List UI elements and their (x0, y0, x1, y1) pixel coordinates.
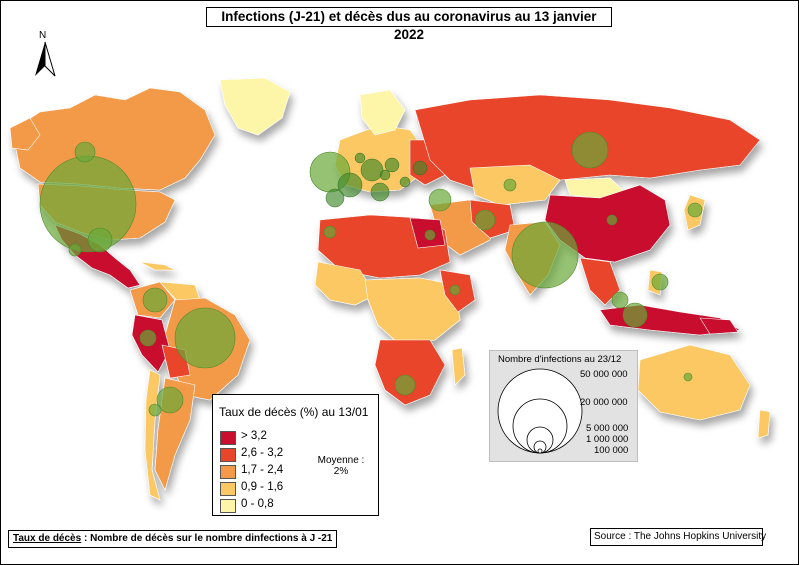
bubble-mexico (87, 227, 113, 253)
size-label-5: 100 000 (594, 445, 629, 456)
bubble-china (606, 214, 618, 226)
source-note: Source : The Johns Hopkins University (590, 528, 766, 546)
size-legend-circles (497, 368, 583, 454)
north-label: N (39, 30, 46, 41)
map-title: Infections (J-21) et décès dus au corona… (206, 7, 612, 42)
average-note: Moyenne : 2% (316, 455, 366, 477)
definition-note: Taux de décès : Nombre de décès sur le n… (8, 530, 338, 548)
country-madagascar (451, 347, 466, 386)
bubble-chile (148, 403, 162, 417)
legend-swatch (220, 465, 236, 479)
region-west-africa (314, 261, 376, 306)
bubble-germany (360, 158, 384, 182)
legend-swatch (220, 431, 236, 445)
bubble-egypt (424, 229, 436, 241)
size-label-1: 50 000 000 (580, 369, 628, 380)
country-chile (144, 369, 161, 501)
country-alaska (9, 117, 41, 151)
legend-label: 0 - 0,8 (241, 498, 274, 510)
bubble-canada (74, 141, 96, 163)
definition-term: Taux de décès (13, 533, 82, 544)
legend-swatch (220, 482, 236, 496)
bubble-spain (325, 188, 345, 208)
bubble-mexico-2 (68, 243, 82, 257)
bubble-morocco (323, 225, 337, 239)
legend-title: Taux de décès (%) au 13/01 (219, 405, 369, 419)
bubble-size-legend: Nombre d'infections au 23/12 50 000 000 … (489, 350, 638, 462)
bubble-ethiopia (449, 284, 461, 296)
bubble-indonesia (622, 302, 648, 328)
average-value: 2% (333, 466, 349, 477)
legend-label: > 3,2 (241, 430, 267, 442)
bubble-peru (139, 329, 157, 347)
bubble-italy (370, 182, 390, 202)
bubble-russia (571, 131, 609, 169)
bubble-france (337, 172, 363, 198)
bubble-argentina (156, 386, 184, 414)
country-scandinavia (359, 89, 406, 136)
size-legend-title: Nombre d'infections au 23/12 (498, 354, 622, 365)
bubble-south-africa (394, 374, 416, 396)
country-cuba (139, 261, 176, 271)
bubble-colombia (142, 287, 168, 313)
bubble-australia (683, 372, 693, 382)
bubble-turkey (428, 188, 452, 212)
country-greenland (219, 77, 291, 136)
bubble-malaysia (611, 291, 629, 309)
bubble-ukraine (412, 160, 428, 176)
legend-label: 0,9 - 1,6 (241, 481, 284, 493)
bubble-india (511, 221, 579, 289)
size-circle-100k (537, 448, 543, 454)
bubble-kazakhstan (503, 178, 517, 192)
bubble-iran (474, 209, 496, 231)
region-central-africa (364, 277, 461, 346)
north-arrow-icon: N (35, 30, 56, 77)
bubble-philippines (651, 273, 669, 291)
country-new-zealand (757, 409, 771, 439)
definition-text: : Nombre de décès sur le nombre dinfecti… (81, 533, 333, 544)
bubble-japan (687, 202, 703, 218)
legend-swatch (220, 448, 236, 462)
size-label-3: 5 000 000 (586, 423, 629, 434)
region-southern-africa (374, 339, 446, 406)
bubble-romania (399, 176, 411, 188)
country-australia (637, 344, 751, 421)
size-label-4: 1 000 000 (586, 434, 629, 445)
size-label-2: 20 000 000 (580, 397, 628, 408)
bubble-poland (384, 157, 400, 173)
legend-label: 1,7 - 2,4 (241, 464, 284, 476)
average-label: Moyenne : (317, 455, 365, 466)
bubble-brazil (174, 307, 236, 369)
color-legend: Taux de décès (%) au 13/01 > 3,2 2,6 - 3,… (212, 394, 379, 516)
country-papua (699, 317, 739, 335)
bubble-netherlands (354, 152, 366, 164)
legend-label: 2,6 - 3,2 (241, 447, 284, 459)
legend-swatch (220, 499, 236, 513)
bubble-czechia (379, 169, 391, 181)
